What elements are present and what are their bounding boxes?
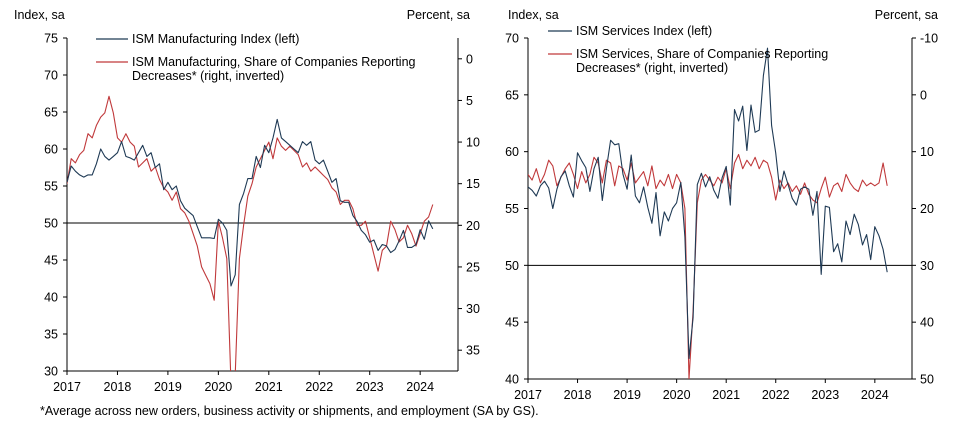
chart2-left-tick-label: 55 <box>505 202 519 216</box>
chart1-right-tick-label: 30 <box>466 302 480 316</box>
chart2-left-tick-label: 65 <box>505 88 519 102</box>
chart1-left-tick-label: 30 <box>44 365 58 379</box>
chart1-x-tick-label: 2018 <box>104 380 132 394</box>
chart1-left-tick-label: 40 <box>44 291 58 305</box>
chart2-right-tick-label: 10 <box>920 145 934 159</box>
chart1-right-tick-label: 20 <box>466 219 480 233</box>
chart1-left-tick-label: 60 <box>44 143 58 157</box>
chart2-x-tick-label: 2022 <box>762 388 790 402</box>
chart2-left-tick-label: 40 <box>505 373 519 387</box>
chart2-right-tick-label: 30 <box>920 259 934 273</box>
chart2-right-tick-label: 20 <box>920 202 934 216</box>
chart2-x-tick-label: 2023 <box>811 388 839 402</box>
chart1-right-tick-label: 0 <box>466 52 473 66</box>
chart2-x-tick-label: 2018 <box>564 388 592 402</box>
chart2-right-tick-label: -10 <box>920 32 938 46</box>
chart1-left-tick-label: 45 <box>44 254 58 268</box>
chart2-x-tick-label: 2020 <box>663 388 691 402</box>
chart2-x-tick-label: 2021 <box>712 388 740 402</box>
chart1-x-tick-label: 2020 <box>204 380 232 394</box>
chart2-right-tick-label: 50 <box>920 373 934 387</box>
chart2-series-decreases-line <box>528 153 888 379</box>
chart1-left-tick-label: 35 <box>44 328 58 342</box>
chart1-left-tick-label: 55 <box>44 180 58 194</box>
chart2-left-tick-label: 50 <box>505 259 519 273</box>
chart1-right-tick-label: 25 <box>466 260 480 274</box>
chart1-left-tick-label: 70 <box>44 69 58 83</box>
chart1-x-tick-label: 2024 <box>406 380 434 394</box>
chart2-legend-label-2: Decreases* (right, inverted) <box>576 61 728 75</box>
chart1-x-tick-label: 2019 <box>154 380 182 394</box>
chart2-x-tick-label: 2019 <box>613 388 641 402</box>
chart1-right-tick-label: 15 <box>466 177 480 191</box>
chart2-legend-label-1: ISM Services Index (left) <box>576 24 712 38</box>
chart1-left-tick-label: 50 <box>44 217 58 231</box>
chart2-x-tick-label: 2024 <box>861 388 889 402</box>
chart1-legend-label-2: ISM Manufacturing, Share of Companies Re… <box>132 55 416 69</box>
chart2-right-tick-label: 40 <box>920 316 934 330</box>
chart2-legend-label-2: ISM Services, Share of Companies Reporti… <box>576 47 828 61</box>
chart2-left-tick-label: 60 <box>505 145 519 159</box>
chart1-x-tick-label: 2023 <box>356 380 384 394</box>
chart2-left-axis-title: Index, sa <box>508 8 559 22</box>
chart1-right-axis-title: Percent, sa <box>407 8 470 22</box>
chart2-right-axis-title: Percent, sa <box>875 8 938 22</box>
chart1-series-decreases-line <box>67 95 434 371</box>
chart2-right-tick-label: 0 <box>920 88 927 102</box>
chart1-legend-label-2: Decreases* (right, inverted) <box>132 69 284 83</box>
chart2-left-tick-label: 70 <box>505 32 519 46</box>
chart1-left-tick-label: 65 <box>44 106 58 120</box>
chart1-right-tick-label: 10 <box>466 136 480 150</box>
chart2-x-tick-label: 2017 <box>514 388 542 402</box>
chart1-left-axis-title: Index, sa <box>14 8 65 22</box>
chart1-right-tick-label: 35 <box>466 344 480 358</box>
chart1-series-index-line <box>67 118 434 287</box>
chart2-series-index-line <box>528 47 888 360</box>
chart1-legend-label-1: ISM Manufacturing Index (left) <box>132 32 299 46</box>
footnote: *Average across new orders, business act… <box>40 404 539 418</box>
chart1-x-tick-label: 2017 <box>53 380 81 394</box>
chart1-x-tick-label: 2022 <box>305 380 333 394</box>
chart2-left-tick-label: 45 <box>505 316 519 330</box>
chart1-left-tick-label: 75 <box>44 32 58 46</box>
chart1-x-tick-label: 2021 <box>255 380 283 394</box>
chart1-right-tick-label: 5 <box>466 94 473 108</box>
